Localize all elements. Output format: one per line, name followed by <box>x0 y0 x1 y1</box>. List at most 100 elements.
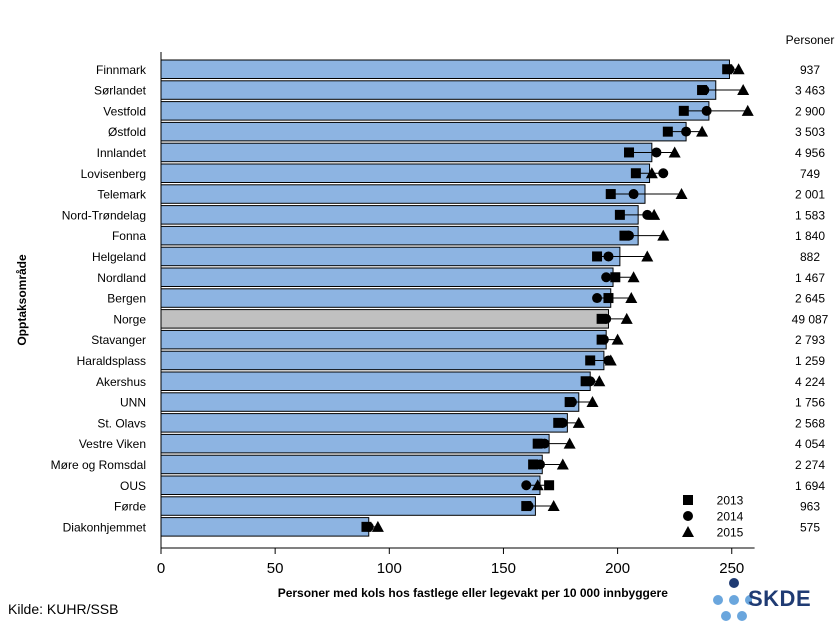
x-tick-label: 100 <box>377 560 402 577</box>
persons-value: 49 087 <box>792 312 829 326</box>
source-note: Kilde: KUHR/SSB <box>8 601 119 617</box>
marker-2015 <box>641 250 654 262</box>
category-label: Akershus <box>96 375 146 389</box>
category-label: Førde <box>114 500 146 514</box>
legend-label: 2015 <box>717 526 744 540</box>
marker-2015 <box>645 167 658 179</box>
marker-2015 <box>648 208 661 220</box>
legend-marker-2015 <box>682 526 694 537</box>
marker-2013 <box>624 147 635 158</box>
legend-label: 2013 <box>717 494 744 508</box>
category-label: Telemark <box>97 188 147 202</box>
marker-2013 <box>662 126 673 137</box>
persons-value: 749 <box>800 167 820 181</box>
marker-2015 <box>732 63 745 75</box>
bar <box>160 142 653 163</box>
persons-value: 2 793 <box>795 333 825 347</box>
category-label: Nordland <box>97 271 146 285</box>
marker-2015 <box>675 188 688 200</box>
persons-value: 1 694 <box>795 479 825 493</box>
marker-2015 <box>627 271 640 283</box>
marker-2015 <box>371 520 384 532</box>
persons-value: 3 503 <box>795 125 825 139</box>
marker-2013 <box>614 209 625 220</box>
marker-2014 <box>601 313 612 324</box>
category-label: Stavanger <box>91 333 146 347</box>
bar <box>160 517 370 537</box>
marker-2014 <box>363 521 374 532</box>
marker-2014 <box>592 293 603 304</box>
marker-2015 <box>586 396 599 408</box>
marker-2015 <box>737 84 750 96</box>
persons-value: 2 001 <box>795 188 825 202</box>
bar <box>160 246 621 267</box>
legend-marker-2013 <box>683 495 693 505</box>
legend-label: 2014 <box>717 510 744 524</box>
marker-2015 <box>625 292 638 304</box>
marker-2015 <box>563 437 576 449</box>
category-label: Nord-Trøndelag <box>62 208 146 222</box>
marker-2014 <box>681 126 692 137</box>
category-label: Bergen <box>107 292 146 306</box>
marker-2013 <box>532 438 543 449</box>
category-label: Sørlandet <box>94 84 147 98</box>
logo-text: SKDE <box>748 586 812 611</box>
bar <box>160 267 614 287</box>
persons-value: 4 224 <box>795 375 825 389</box>
marker-2014 <box>603 251 614 262</box>
marker-2015 <box>620 312 633 324</box>
bar <box>160 80 717 100</box>
marker-2014 <box>699 85 710 96</box>
y-axis-title: Opptaksområde <box>15 254 29 346</box>
persons-value: 2 568 <box>795 416 825 430</box>
x-axis-title: Personer med kols hos fastlege eller leg… <box>278 586 668 600</box>
persons-value: 1 756 <box>795 396 825 410</box>
persons-value: 2 274 <box>795 458 825 472</box>
persons-value: 2 900 <box>795 104 825 118</box>
marker-2015 <box>657 229 670 241</box>
marker-2013 <box>630 168 641 179</box>
marker-2015 <box>668 146 681 158</box>
bar <box>160 184 646 204</box>
category-label: Møre og Romsdal <box>51 458 146 472</box>
persons-value: 1 467 <box>795 271 825 285</box>
bar <box>160 454 543 475</box>
legend-marker-2014 <box>683 511 693 521</box>
category-label: Norge <box>113 312 146 326</box>
marker-2014 <box>557 417 568 428</box>
category-label: OUS <box>120 479 146 493</box>
marker-2015 <box>696 125 709 137</box>
marker-2015 <box>741 104 754 116</box>
persons-value: 575 <box>800 520 820 534</box>
category-label: Fonna <box>112 229 146 243</box>
category-label: Vestfold <box>103 104 146 118</box>
bar <box>160 413 568 433</box>
marker-2015 <box>593 375 606 387</box>
marker-2014 <box>724 64 735 75</box>
marker-2013 <box>610 272 621 283</box>
category-label: Østfold <box>108 125 146 139</box>
x-tick-label: 200 <box>605 560 630 577</box>
marker-2015 <box>604 354 617 366</box>
bar <box>160 309 609 329</box>
bar <box>160 371 591 391</box>
marker-2015 <box>531 479 544 491</box>
marker-2015 <box>547 500 560 512</box>
marker-2014 <box>651 147 662 158</box>
persons-value: 882 <box>800 250 820 264</box>
x-tick-label: 150 <box>491 560 516 577</box>
category-label: Finnmark <box>96 63 147 77</box>
persons-value: 963 <box>800 500 820 514</box>
marker-2014 <box>521 480 532 491</box>
bar <box>160 59 730 79</box>
marker-2014 <box>585 376 596 387</box>
marker-2014 <box>601 272 612 283</box>
x-tick-label: 250 <box>719 560 744 577</box>
category-label: Innlandet <box>97 146 147 160</box>
category-label: UNN <box>120 396 146 410</box>
bar <box>160 288 612 308</box>
marker-2013 <box>603 293 614 304</box>
persons-value: 937 <box>800 63 820 77</box>
marker-2014 <box>566 397 577 408</box>
